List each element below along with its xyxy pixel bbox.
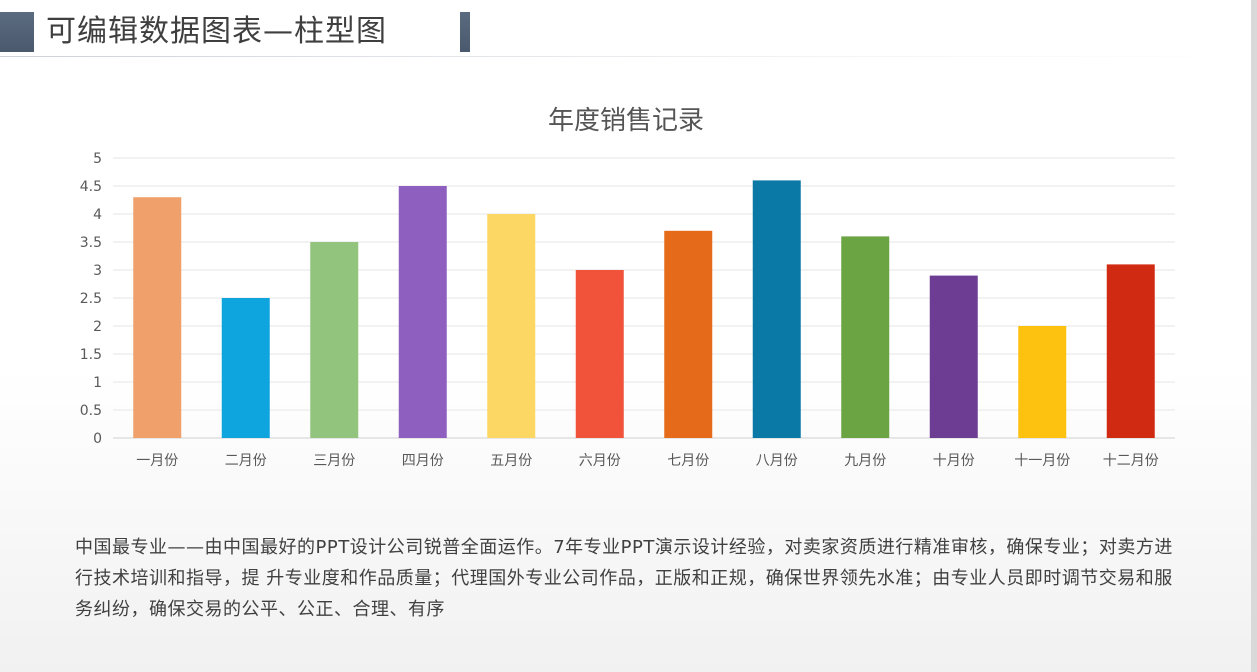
bar-11 <box>1018 326 1067 438</box>
bar-chart: 年度销售记录 0 0.5 1 1.5 2 2.5 3 3.5 4 4.5 5 一月份 二月份 三月份 四月… <box>80 106 1175 469</box>
y-tick-label: 1 <box>93 375 102 391</box>
x-tick-label: 十二月份 <box>1103 453 1159 469</box>
bar-1 <box>133 197 182 438</box>
bar-9 <box>841 236 890 438</box>
chart-title: 年度销售记录 <box>548 106 704 136</box>
bar-3 <box>310 242 359 438</box>
chart-bars <box>133 180 1155 438</box>
bar-12 <box>1106 264 1155 438</box>
y-tick-label: 5 <box>93 151 102 167</box>
x-tick-label: 二月份 <box>225 453 267 469</box>
bar-5 <box>487 214 536 438</box>
chart-gridlines <box>113 157 1175 439</box>
y-tick-label: 3.5 <box>80 235 102 251</box>
x-tick-label: 一月份 <box>136 453 178 469</box>
x-tick-label: 十月份 <box>933 453 975 469</box>
bar-10 <box>929 275 978 438</box>
bar-4 <box>398 186 447 438</box>
x-tick-label: 五月份 <box>490 453 532 469</box>
bar-7 <box>664 230 713 438</box>
y-tick-label: 3 <box>93 263 102 279</box>
y-tick-label: 0 <box>93 431 102 447</box>
y-axis-ticks: 0 0.5 1 1.5 2 2.5 3 3.5 4 4.5 5 <box>80 151 102 447</box>
y-tick-label: 2.5 <box>80 291 102 307</box>
x-tick-label: 三月份 <box>313 453 355 469</box>
x-tick-label: 九月份 <box>844 453 886 469</box>
y-tick-label: 4.5 <box>80 179 102 195</box>
bar-2 <box>221 298 270 438</box>
x-tick-label: 七月份 <box>667 453 709 469</box>
description-paragraph: 中国最专业——由中国最好的PPT设计公司锐普全面运作。7年专业PPT演示设计经验… <box>75 537 1173 620</box>
y-tick-label: 4 <box>93 207 102 223</box>
y-tick-label: 2 <box>93 319 102 335</box>
x-axis-ticks: 一月份 二月份 三月份 四月份 五月份 六月份 七月份 八月份 九月份 十月份 十一月份 十二月份 <box>136 453 1159 469</box>
header-divider <box>0 56 1257 57</box>
slide-title: 可编辑数据图表—柱型图 <box>46 14 387 49</box>
bar-8 <box>752 180 801 438</box>
x-tick-label: 八月份 <box>756 453 798 469</box>
slide-header: 可编辑数据图表—柱型图 <box>0 10 1257 54</box>
x-tick-label: 十一月份 <box>1014 453 1070 469</box>
header-accent-right <box>460 12 470 52</box>
y-tick-label: 1.5 <box>80 347 102 363</box>
header-accent-left <box>0 12 34 52</box>
y-tick-label: 0.5 <box>80 403 102 419</box>
x-tick-label: 六月份 <box>579 453 621 469</box>
x-tick-label: 四月份 <box>402 453 444 469</box>
bar-6 <box>575 270 624 438</box>
window-edge <box>1251 0 1257 672</box>
